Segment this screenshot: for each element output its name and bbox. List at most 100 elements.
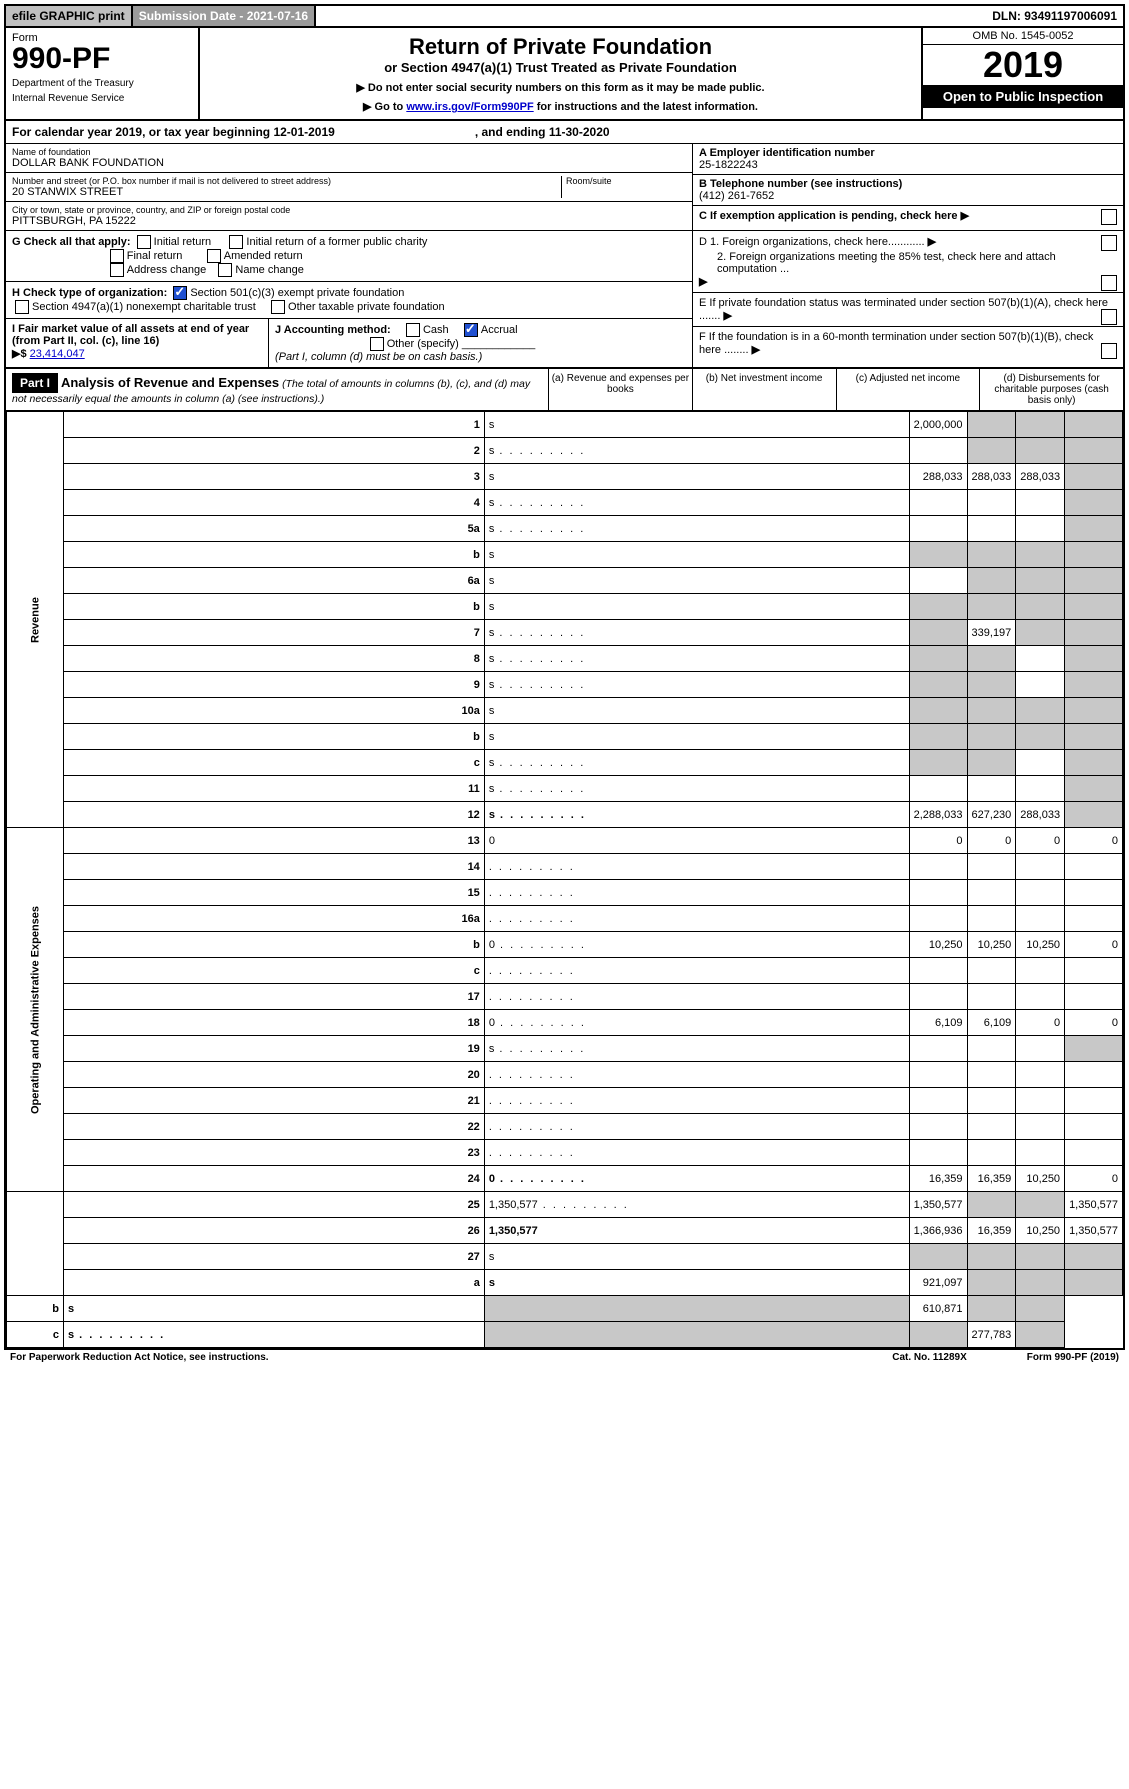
line-description: 1,350,577: [484, 1218, 909, 1244]
j-label: J Accounting method:: [275, 324, 391, 336]
line-number: 11: [64, 776, 485, 802]
h-o3: Other taxable private foundation: [288, 301, 445, 313]
amount-cell-b: [967, 568, 1016, 594]
open-to-public: Open to Public Inspection: [923, 85, 1123, 108]
amount-cell-b: 339,197: [967, 620, 1016, 646]
amount-cell-b: 610,871: [909, 1296, 967, 1322]
g-o4: Amended return: [224, 250, 303, 262]
line-description: [484, 958, 909, 984]
line-description: s: [484, 412, 909, 438]
line-number: 20: [64, 1062, 485, 1088]
accrual-checkbox[interactable]: [464, 323, 478, 337]
amount-cell-a: 288,033: [909, 464, 967, 490]
line-number: 23: [64, 1140, 485, 1166]
table-row: 1806,1096,10900: [7, 1010, 1123, 1036]
amount-cell-d: [1065, 1062, 1123, 1088]
line-description: s: [484, 568, 909, 594]
table-row: b010,25010,25010,2500: [7, 932, 1123, 958]
line-number: b: [64, 932, 485, 958]
amount-cell-a: 16,359: [909, 1166, 967, 1192]
d2-checkbox[interactable]: [1101, 275, 1117, 291]
501c3-checkbox[interactable]: [173, 286, 187, 300]
line-description: s: [64, 1322, 485, 1348]
efile-print-button[interactable]: efile GRAPHIC print: [6, 6, 133, 26]
i-block: I Fair market value of all assets at end…: [6, 319, 269, 367]
amount-cell-a: 1,350,577: [909, 1192, 967, 1218]
room-label: Room/suite: [566, 176, 686, 186]
amount-cell-d: [1065, 464, 1123, 490]
final-return-checkbox[interactable]: [110, 249, 124, 263]
table-row: 21: [7, 1088, 1123, 1114]
cash-checkbox[interactable]: [406, 323, 420, 337]
table-row: 5as: [7, 516, 1123, 542]
line-number: 14: [64, 854, 485, 880]
amount-cell-b: [967, 594, 1016, 620]
amount-cell-d: 0: [1065, 1166, 1123, 1192]
def-right: D 1. Foreign organizations, check here..…: [693, 231, 1123, 367]
line-number: 26: [64, 1218, 485, 1244]
amount-cell-a: [909, 750, 967, 776]
g-o5: Address change: [127, 264, 207, 276]
i-label: I Fair market value of all assets at end…: [12, 323, 249, 347]
i-j-row: I Fair market value of all assets at end…: [6, 318, 692, 367]
4947a1-checkbox[interactable]: [15, 300, 29, 314]
table-row: 11s: [7, 776, 1123, 802]
amount-cell-b: 288,033: [967, 464, 1016, 490]
amount-cell-a: [909, 490, 967, 516]
f-checkbox[interactable]: [1101, 343, 1117, 359]
line-number: 9: [64, 672, 485, 698]
table-row: bs610,871: [7, 1296, 1123, 1322]
address-change-checkbox[interactable]: [110, 263, 124, 277]
cal-begin: For calendar year 2019, or tax year begi…: [12, 125, 335, 139]
amount-cell-b: [967, 672, 1016, 698]
form-title: Return of Private Foundation: [206, 34, 915, 60]
name-change-checkbox[interactable]: [218, 263, 232, 277]
amended-return-checkbox[interactable]: [207, 249, 221, 263]
initial-former-checkbox[interactable]: [229, 235, 243, 249]
e-block: E If private foundation status was termi…: [693, 293, 1123, 327]
initial-return-checkbox[interactable]: [137, 235, 151, 249]
amount-cell-d: 1,350,577: [1065, 1192, 1123, 1218]
other-method-checkbox[interactable]: [370, 337, 384, 351]
amount-cell-b: [967, 1036, 1016, 1062]
j-block: J Accounting method: Cash Accrual Other …: [269, 319, 692, 367]
table-row: 14: [7, 854, 1123, 880]
e-checkbox[interactable]: [1101, 309, 1117, 325]
instructions-link[interactable]: www.irs.gov/Form990PF: [406, 101, 533, 113]
amount-cell-d: [1065, 1088, 1123, 1114]
fmv-value[interactable]: 23,414,047: [30, 348, 85, 360]
form-subtitle: or Section 4947(a)(1) Trust Treated as P…: [206, 60, 915, 75]
table-row: Operating and Administrative Expenses130…: [7, 828, 1123, 854]
line-description: s: [484, 1244, 909, 1270]
amount-cell-a: [909, 620, 967, 646]
line-number: 19: [64, 1036, 485, 1062]
amount-cell-b: [967, 516, 1016, 542]
amount-cell-b: [967, 698, 1016, 724]
amount-cell-c: 10,250: [1016, 1166, 1065, 1192]
amount-cell-c: [1016, 776, 1065, 802]
form-number: 990-PF: [12, 44, 192, 74]
amount-cell-b: [967, 906, 1016, 932]
d1-checkbox[interactable]: [1101, 235, 1117, 251]
amount-cell-b: [967, 984, 1016, 1010]
amount-cell-a: [909, 906, 967, 932]
amount-cell-c: [1016, 1062, 1065, 1088]
submission-date: Submission Date - 2021-07-16: [133, 6, 316, 26]
name-label: Name of foundation: [12, 147, 686, 157]
line-description: s: [484, 1270, 909, 1296]
city-cell: City or town, state or province, country…: [6, 202, 692, 230]
line-description: [484, 984, 909, 1010]
j-o3: Other (specify): [387, 338, 459, 350]
amount-cell-b: 16,359: [967, 1166, 1016, 1192]
amount-cell-d: [1065, 1114, 1123, 1140]
amount-cell-d: 0: [1065, 1010, 1123, 1036]
amount-cell-a: 10,250: [909, 932, 967, 958]
amount-cell-c: [1016, 490, 1065, 516]
c-checkbox[interactable]: [1101, 209, 1117, 225]
other-taxable-checkbox[interactable]: [271, 300, 285, 314]
amount-cell-a: 0: [909, 828, 967, 854]
ein-label: A Employer identification number: [699, 147, 1117, 159]
line-description: s: [484, 438, 909, 464]
amount-cell-d: [1065, 594, 1123, 620]
line-description: [484, 1140, 909, 1166]
